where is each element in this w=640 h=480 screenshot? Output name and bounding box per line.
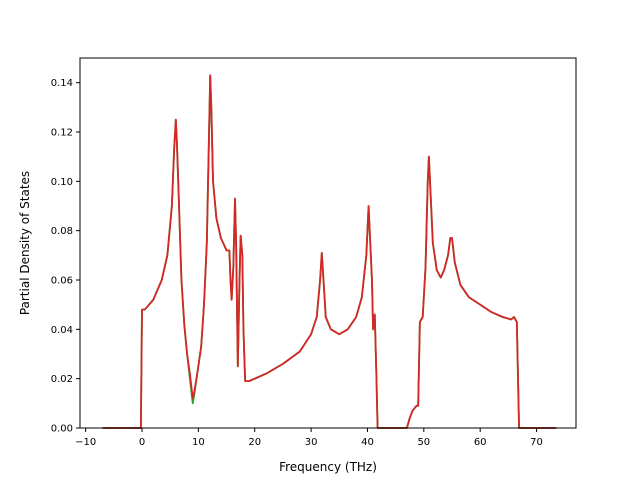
plot-area [80, 58, 576, 428]
x-tick-label: 30 [305, 437, 318, 448]
y-tick-label: 0.10 [51, 177, 73, 188]
x-axis-label: Frequency (THz) [279, 460, 377, 474]
x-tick-label: 70 [530, 437, 543, 448]
y-axis-ticks: 0.00 0.02 0.04 0.06 0.08 0.10 0.12 0.14 [51, 78, 80, 435]
series-line-2 [102, 74, 557, 429]
y-tick-label: 0.04 [51, 325, 73, 336]
x-tick-label: 40 [361, 437, 374, 448]
x-tick-label: 0 [139, 437, 145, 448]
y-axis-label: Partial Density of States [18, 171, 32, 315]
x-axis-ticks: −10 0 10 20 30 40 50 60 70 [75, 428, 543, 448]
y-tick-label: 0.08 [51, 226, 73, 237]
x-tick-label: 60 [474, 437, 487, 448]
y-tick-label: 0.12 [51, 128, 73, 139]
x-tick-label: 20 [248, 437, 261, 448]
x-tick-label: 10 [192, 437, 205, 448]
y-tick-label: 0.14 [51, 78, 73, 89]
y-tick-label: 0.02 [51, 374, 73, 385]
y-tick-label: 0.06 [51, 276, 73, 287]
series-layer [102, 74, 557, 429]
axes-frame [79, 57, 577, 429]
y-tick-label: 0.00 [51, 424, 73, 435]
x-tick-label: 50 [417, 437, 430, 448]
x-tick-label: −10 [75, 437, 96, 448]
